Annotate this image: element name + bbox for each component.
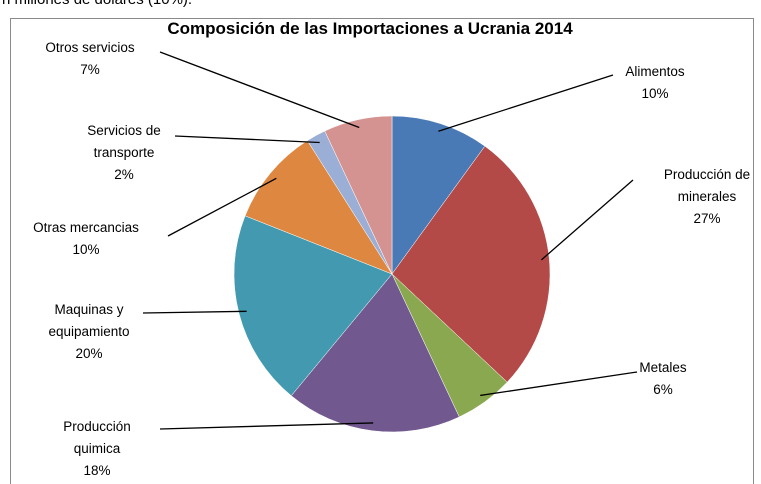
- caption: n millones de dolares (10%).: [2, 0, 192, 8]
- leader-line: [174, 135, 320, 144]
- chart-title: Composición de las Importaciones a Ucran…: [167, 19, 573, 38]
- leader-line: [159, 51, 360, 129]
- slice-label: Metales: [639, 360, 687, 375]
- pie-slice: [244, 140, 393, 275]
- slice-label: Maquinas y equipamiento: [48, 302, 130, 339]
- pie-slice: [290, 273, 460, 433]
- slice-label: Otras mercancias: [33, 220, 139, 235]
- leader-line: [167, 177, 277, 237]
- slice-value-label: 10%: [641, 86, 669, 101]
- pie-slice: [324, 115, 393, 275]
- pie-slice: [391, 115, 486, 275]
- leader-line: [438, 74, 614, 132]
- slice-value-label: 27%: [693, 211, 721, 226]
- pie-slice: [391, 145, 551, 383]
- leader-line: [159, 422, 374, 430]
- slice-label: Alimentos: [625, 64, 685, 79]
- slice-label: Otros servicios: [45, 40, 135, 55]
- leader-line: [480, 371, 638, 397]
- leader-line: [541, 179, 634, 261]
- slice-value-label: 7%: [80, 62, 100, 77]
- leader-line: [142, 310, 247, 314]
- slice-value-label: 6%: [653, 382, 673, 397]
- slice-value-label: 20%: [75, 346, 103, 361]
- slice-value-label: 10%: [72, 242, 100, 257]
- slice-label: Servicios de transporte: [87, 123, 161, 160]
- slice-label: Producción de minerales: [663, 167, 751, 204]
- slice-label: Producción quimica: [63, 419, 131, 456]
- slice-value-label: 18%: [83, 463, 111, 478]
- pie-slice: [233, 215, 393, 397]
- slice-value-label: 2%: [114, 167, 134, 182]
